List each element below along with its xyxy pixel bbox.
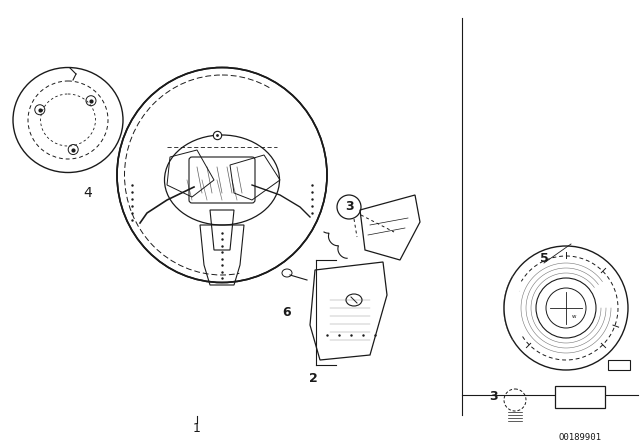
Polygon shape [504, 277, 523, 339]
Text: SRS: SRS [615, 363, 623, 367]
Wedge shape [222, 86, 325, 276]
Text: 4: 4 [84, 186, 92, 200]
Ellipse shape [164, 135, 280, 225]
Text: 2: 2 [308, 371, 317, 384]
Text: 5: 5 [540, 251, 548, 264]
Text: 1: 1 [193, 422, 201, 435]
Text: 3: 3 [345, 201, 353, 214]
Text: w: w [572, 314, 576, 319]
Text: O0189901: O0189901 [559, 434, 602, 443]
Bar [555, 386, 605, 408]
Text: 3: 3 [489, 389, 497, 402]
Text: 6: 6 [283, 306, 291, 319]
Bar [608, 360, 630, 370]
